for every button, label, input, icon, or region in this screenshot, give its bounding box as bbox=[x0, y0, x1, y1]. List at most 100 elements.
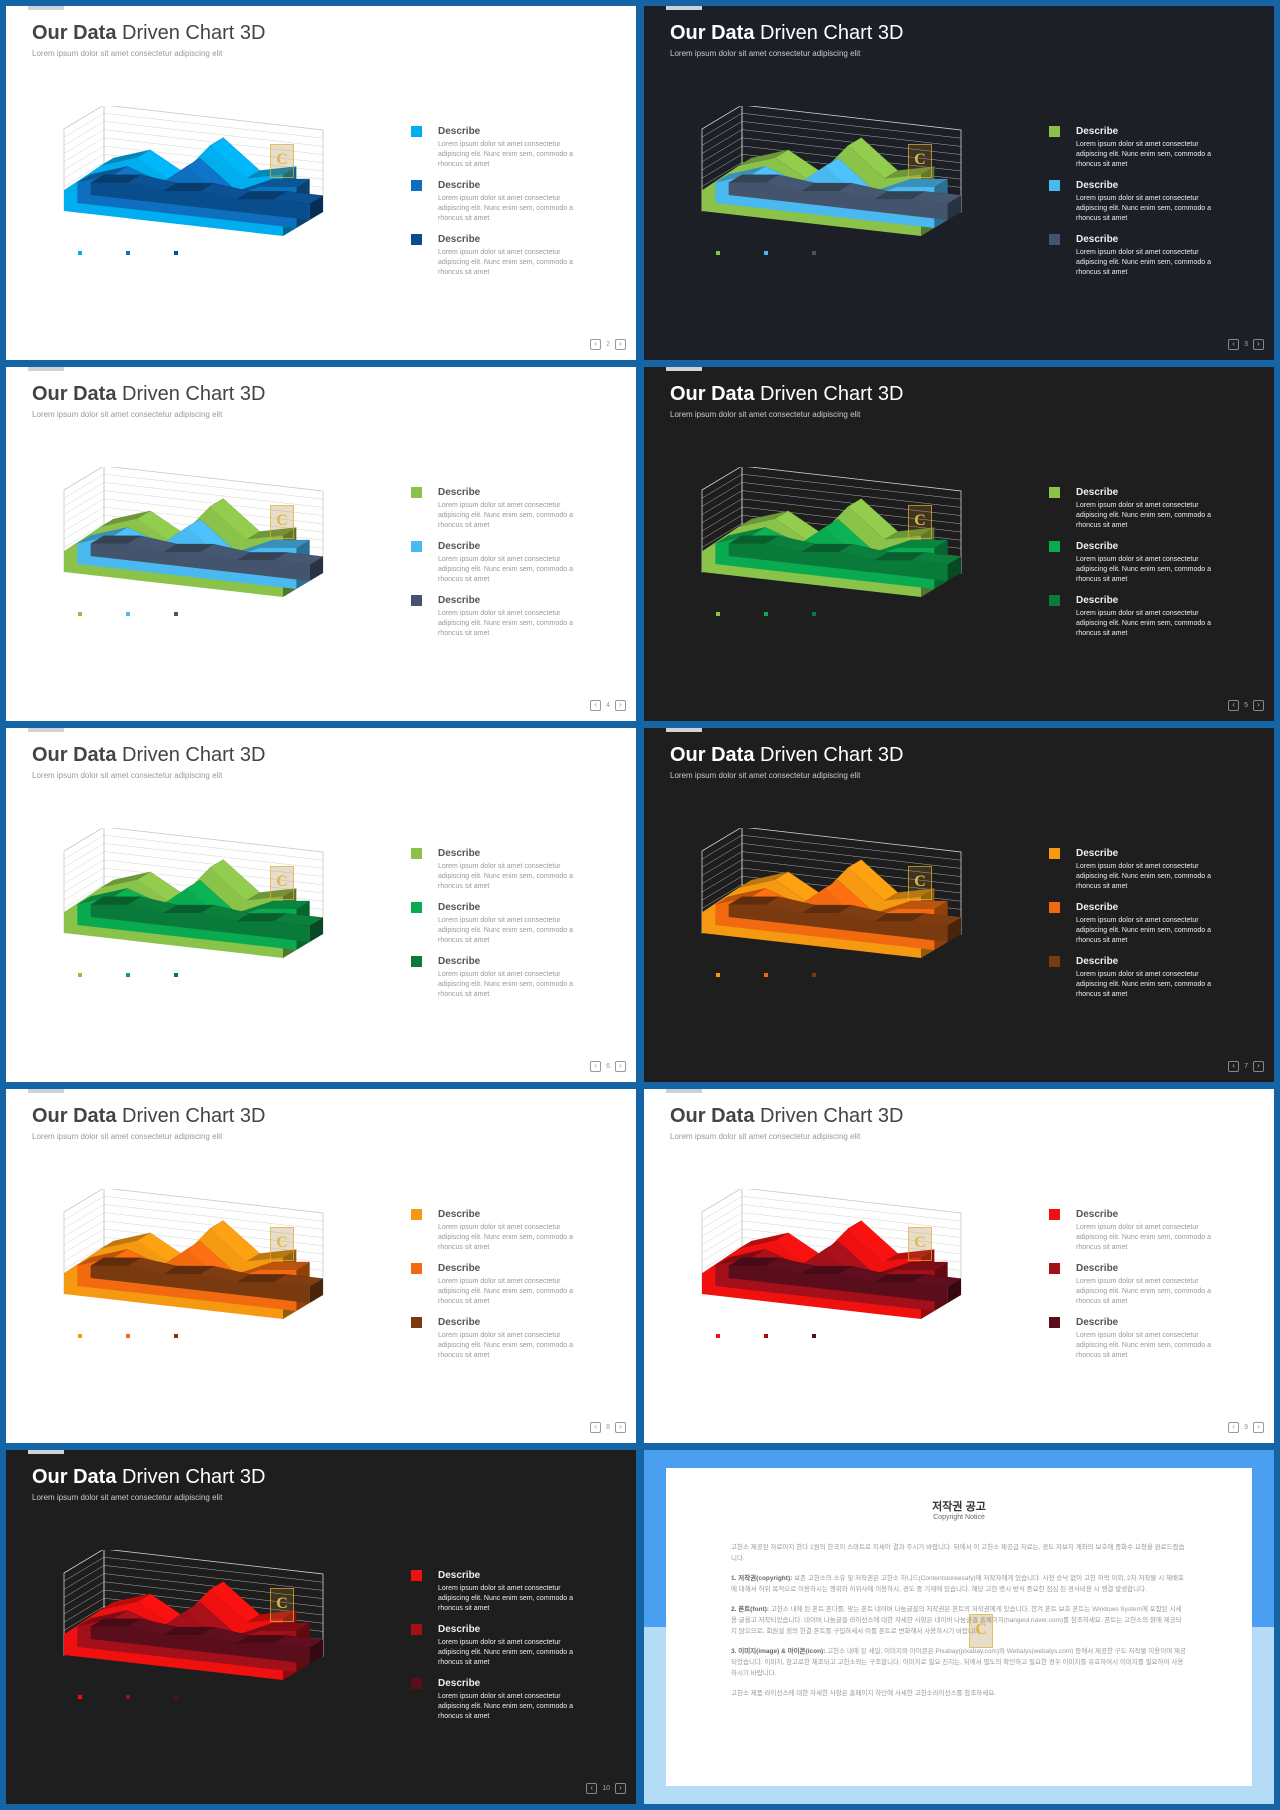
next-page-icon[interactable]: › bbox=[1253, 1421, 1264, 1433]
title-rest: Driven Chart 3D bbox=[760, 1105, 904, 1127]
legend-swatch bbox=[812, 251, 816, 255]
legend-swatch bbox=[174, 612, 178, 616]
gridline-side bbox=[63, 859, 105, 884]
accent-bar bbox=[28, 1450, 64, 1454]
title-rest: Driven Chart 3D bbox=[760, 744, 904, 766]
gridline-side bbox=[63, 1220, 105, 1245]
next-page-icon[interactable]: › bbox=[615, 1421, 626, 1433]
gridline bbox=[103, 129, 324, 155]
gridline-side bbox=[701, 1228, 743, 1254]
gridline bbox=[103, 851, 324, 877]
next-page-icon[interactable]: › bbox=[615, 1782, 626, 1794]
copyright-section-1: 1. 저작권(copyright): 보존 고헌소의 소유 및 저작권은 고헌소… bbox=[731, 1573, 1187, 1595]
gridline bbox=[103, 490, 324, 516]
describe-swatch bbox=[411, 487, 422, 498]
describe-swatch bbox=[1049, 1263, 1060, 1274]
describe-text: Lorem ipsum dolor sit amet consectetur a… bbox=[1076, 863, 1212, 890]
describe-item: Describe Lorem ipsum dolor sit amet conse… bbox=[411, 1209, 581, 1263]
prev-page-icon[interactable]: ‹ bbox=[1228, 1421, 1240, 1433]
title-bold: Our Data bbox=[670, 1105, 755, 1127]
legend-swatch bbox=[716, 1334, 720, 1338]
area-top-face bbox=[272, 1274, 324, 1287]
describe-item: Describe Lorem ipsum dolor sit amet conse… bbox=[411, 180, 581, 234]
describe-swatch bbox=[411, 1263, 422, 1274]
next-page-icon[interactable]: › bbox=[1253, 338, 1264, 350]
title-bold: Our Data bbox=[32, 1466, 117, 1488]
page-number: 4 bbox=[606, 701, 610, 709]
prev-page-icon[interactable]: ‹ bbox=[590, 1060, 602, 1072]
prev-page-icon[interactable]: ‹ bbox=[590, 699, 602, 711]
next-page-icon[interactable]: › bbox=[615, 699, 626, 711]
describe-swatch bbox=[1049, 848, 1060, 859]
copyright-footer: 고헌소 제품 라이선스에 대한 자세한 사항은 홈페이지 하단에 사세한 고헌소… bbox=[731, 1690, 997, 1697]
prev-page-icon[interactable]: ‹ bbox=[590, 338, 602, 350]
pager: ‹ 2 › bbox=[590, 338, 626, 350]
prev-page-icon[interactable]: ‹ bbox=[1228, 338, 1240, 350]
area-end-face bbox=[947, 917, 961, 942]
slide-title: Our Data Driven Chart 3D bbox=[32, 383, 265, 406]
slide-title: Our Data Driven Chart 3D bbox=[670, 22, 903, 45]
gridline-side bbox=[701, 106, 741, 130]
series-area-1 bbox=[728, 904, 948, 942]
gridline-side bbox=[63, 113, 105, 138]
page-number: 7 bbox=[1244, 1062, 1248, 1070]
describe-swatch bbox=[411, 180, 422, 191]
describe-legend: Describe Lorem ipsum dolor sit amet conse… bbox=[411, 126, 581, 288]
series-area-1 bbox=[90, 182, 310, 220]
area-end-face bbox=[309, 1639, 323, 1664]
gridline-side bbox=[63, 828, 103, 852]
gridline-side bbox=[701, 1237, 743, 1262]
gridline-side bbox=[701, 145, 743, 171]
copyright-section-text: 고헌소 내에 된 세일, 이미지와 아이콘은 Pixabay(pixabay.c… bbox=[731, 1648, 1186, 1677]
series-area-1 bbox=[728, 1265, 948, 1303]
next-page-icon[interactable]: › bbox=[615, 338, 626, 350]
pager: ‹ 9 › bbox=[1228, 1421, 1264, 1433]
describe-swatch bbox=[1049, 126, 1060, 137]
watermark-logo: C bbox=[969, 1614, 993, 1648]
describe-text: Lorem ipsum dolor sit amet consectetur a… bbox=[438, 1693, 574, 1720]
describe-item: Describe Lorem ipsum dolor sit amet conse… bbox=[1049, 956, 1219, 1010]
title-bold: Our Data bbox=[670, 383, 755, 405]
describe-swatch bbox=[1049, 487, 1060, 498]
gridline-side bbox=[701, 474, 743, 499]
page-number: 10 bbox=[602, 1784, 610, 1792]
prev-page-icon[interactable]: ‹ bbox=[586, 1782, 598, 1794]
gridline bbox=[748, 1189, 962, 1214]
accent-bar bbox=[666, 367, 702, 371]
next-page-icon[interactable]: › bbox=[1253, 1060, 1264, 1072]
describe-text: Lorem ipsum dolor sit amet consectetur a… bbox=[438, 1332, 574, 1359]
legend-swatch bbox=[174, 1334, 178, 1338]
series-area-1 bbox=[90, 904, 310, 942]
page-number: 6 bbox=[606, 1062, 610, 1070]
legend-swatch bbox=[78, 1695, 82, 1699]
title-bold: Our Data bbox=[32, 22, 117, 44]
title-rest: Driven Chart 3D bbox=[122, 1105, 266, 1127]
gridline-side bbox=[63, 154, 105, 179]
title-bold: Our Data bbox=[670, 22, 755, 44]
describe-title: Describe bbox=[438, 595, 481, 606]
title-bold: Our Data bbox=[32, 383, 117, 405]
area-top-face bbox=[897, 1261, 949, 1271]
describe-swatch bbox=[411, 1570, 422, 1581]
gridline-side bbox=[63, 1204, 105, 1229]
gridline-side bbox=[701, 1189, 741, 1213]
prev-page-icon[interactable]: ‹ bbox=[1228, 1060, 1240, 1072]
area-chart-3d bbox=[63, 1550, 324, 1699]
gridline bbox=[110, 467, 324, 492]
prev-page-icon[interactable]: ‹ bbox=[1228, 699, 1240, 711]
gridline-side bbox=[701, 162, 743, 187]
legend-swatch bbox=[78, 612, 82, 616]
series-area-1 bbox=[90, 1626, 310, 1664]
watermark-logo: C bbox=[270, 866, 294, 900]
page-number: 8 bbox=[606, 1423, 610, 1431]
gridline-side bbox=[701, 1245, 743, 1270]
next-page-icon[interactable]: › bbox=[615, 1060, 626, 1072]
describe-swatch bbox=[1049, 595, 1060, 606]
pager: ‹ 7 › bbox=[1228, 1060, 1264, 1072]
prev-page-icon[interactable]: ‹ bbox=[590, 1421, 602, 1433]
next-page-icon[interactable]: › bbox=[1253, 699, 1264, 711]
describe-swatch bbox=[1049, 1317, 1060, 1328]
legend-swatch bbox=[812, 612, 816, 616]
gridline-side bbox=[701, 113, 743, 138]
describe-text: Lorem ipsum dolor sit amet consectetur a… bbox=[1076, 1278, 1212, 1305]
